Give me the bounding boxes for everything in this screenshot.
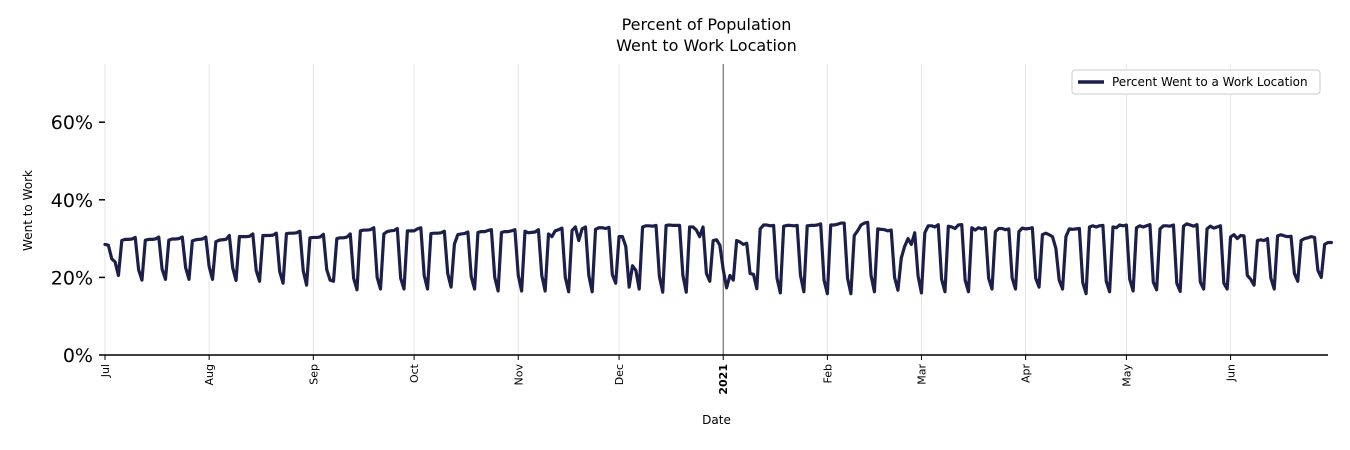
- y-tick-label: 60%: [51, 112, 93, 134]
- x-ticks: Jul Aug Sep Oct Nov Dec 2021 Feb Mar Apr May Jun: [99, 355, 1238, 395]
- x-tick-label: Aug: [203, 364, 216, 385]
- x-tick-label: Nov: [512, 364, 525, 386]
- series-layer: [103, 220, 1333, 296]
- y-tick-label: 0%: [63, 345, 93, 367]
- x-tick-label: Jun: [1225, 364, 1238, 382]
- x-tick-label: Dec: [613, 364, 626, 385]
- legend-label: Percent Went to a Work Location: [1112, 75, 1308, 89]
- y-tick-label: 20%: [51, 267, 93, 289]
- x-tick-label: Sep: [307, 364, 320, 385]
- x-tick-label: Mar: [915, 364, 928, 385]
- x-tick-label: 2021: [717, 364, 730, 395]
- legend-box: [1071, 69, 1321, 95]
- x-tick-label: May: [1120, 364, 1133, 387]
- y-tick-label: 40%: [51, 190, 93, 212]
- chart-title-line-2: Went to Work Location: [616, 36, 797, 55]
- x-axis-label: Date: [702, 413, 731, 427]
- gridlines: [104, 64, 1232, 355]
- y-ticks: 0% 20% 40% 60%: [51, 112, 105, 367]
- legend: Percent Went to a Work Location: [1071, 69, 1321, 95]
- y-axis-label: Went to Work: [21, 170, 35, 251]
- x-tick-label: Oct: [408, 363, 421, 383]
- x-tick-label: Feb: [821, 364, 834, 383]
- x-tick-label: Jul: [99, 364, 112, 378]
- series-line: [103, 220, 1333, 296]
- x-tick-label: Apr: [1020, 364, 1033, 384]
- chart-title-line-1: Percent of Population: [622, 15, 792, 34]
